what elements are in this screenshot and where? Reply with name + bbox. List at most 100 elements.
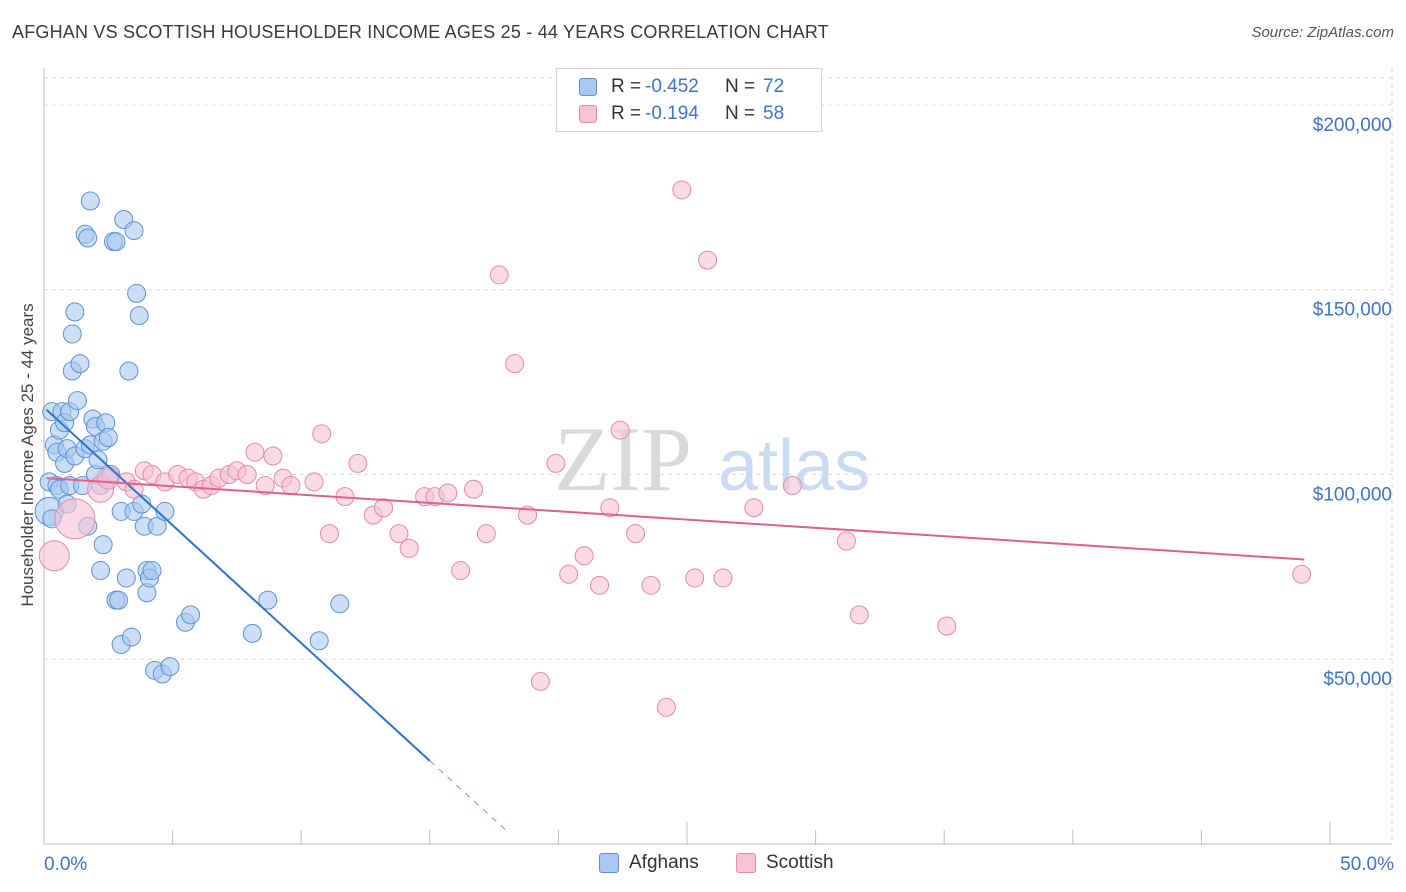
afghans-point	[309, 631, 329, 651]
afghans-point	[88, 450, 108, 470]
chart-title: AFGHAN VS SCOTTISH HOUSEHOLDER INCOME AG…	[12, 22, 829, 42]
scottish-point	[348, 453, 368, 473]
scottish-point	[54, 498, 96, 540]
legend-n-value: 72	[763, 76, 785, 97]
scottish-point	[574, 546, 594, 566]
scottish-trend-line	[46, 477, 1305, 561]
afghans-point	[116, 568, 136, 588]
legend-row-scottish: R = -0.194 N = 58	[579, 101, 784, 127]
scottish-point	[530, 671, 550, 691]
afghans-point	[142, 561, 162, 581]
watermark: ZIP atlas	[554, 408, 870, 510]
afghans-point	[98, 428, 118, 448]
afghans-point	[109, 590, 129, 610]
scottish-point	[713, 568, 733, 588]
scottish-point	[672, 180, 692, 200]
scottish-point	[255, 476, 275, 496]
legend-swatch-scottish	[579, 105, 597, 123]
scottish-point	[237, 464, 257, 484]
afghans-point	[124, 221, 144, 241]
scottish-point	[610, 420, 630, 440]
afghans-point	[70, 354, 90, 374]
afghans-point	[129, 306, 149, 326]
afghans-trend-line	[45, 409, 431, 762]
legend-r-value: -0.194	[645, 103, 699, 124]
scottish-point	[782, 476, 802, 496]
scottish-point	[849, 605, 869, 625]
scottish-point	[304, 472, 324, 492]
series-afghans	[34, 191, 350, 684]
legend-r-label: R =	[611, 76, 642, 97]
scottish-point	[451, 561, 471, 581]
chart-source: Source: ZipAtlas.com	[1251, 24, 1394, 41]
scottish-point	[685, 568, 705, 588]
afghans-point	[65, 302, 85, 322]
scottish-point	[263, 446, 283, 466]
scottish-point	[374, 498, 394, 518]
scottish-point	[590, 575, 610, 595]
scottish-point	[476, 524, 496, 544]
legend-n-label: N =	[725, 103, 756, 124]
y-tick-label: $100,000	[1313, 484, 1392, 505]
correlation-legend: R = -0.452 N = 72 R = -0.194 N = 58	[556, 68, 822, 132]
afghans-point	[330, 594, 350, 614]
afghans-point	[93, 535, 113, 555]
x-tick-label: 50.0%	[1340, 854, 1394, 875]
x-tick-labels: 0.0% 50.0%	[44, 854, 1394, 875]
scottish-point	[656, 697, 676, 717]
scottish-point	[464, 479, 484, 499]
afghans-point	[147, 516, 167, 536]
scottish-point	[559, 564, 579, 584]
afghans-point	[258, 590, 278, 610]
legend-item-scottish[interactable]: Scottish	[736, 852, 834, 874]
afghans-point	[91, 561, 111, 581]
y-axis-title: Householder Income Ages 25 - 44 years	[18, 303, 37, 606]
scottish-point	[698, 250, 718, 270]
afghans-point	[80, 191, 100, 211]
scottish-point	[641, 575, 661, 595]
y-tick-label: $50,000	[1323, 669, 1392, 690]
afghans-point	[155, 501, 175, 521]
scottish-point	[744, 498, 764, 518]
scottish-point	[518, 505, 538, 525]
legend-swatch-afghans	[579, 78, 597, 96]
scottish-point	[312, 424, 332, 444]
x-tick-label: 0.0%	[44, 854, 87, 875]
afghans-point	[119, 361, 139, 381]
scottish-point	[505, 354, 525, 374]
legend-item-afghans[interactable]: Afghans	[599, 852, 699, 874]
legend-r-label: R =	[611, 103, 642, 124]
legend-swatch-scottish	[736, 853, 756, 873]
scottish-point	[438, 483, 458, 503]
afghans-point	[106, 232, 126, 252]
legend-swatch-afghans	[599, 853, 619, 873]
series-legend: Afghans Scottish	[0, 852, 1406, 878]
scottish-point	[546, 453, 566, 473]
afghans-point	[67, 391, 87, 411]
y-tick-label: $200,000	[1313, 115, 1392, 136]
scottish-point	[600, 498, 620, 518]
scottish-point	[281, 476, 301, 496]
scottish-point	[389, 524, 409, 544]
legend-n-value: 58	[763, 103, 785, 124]
afghans-point	[242, 623, 262, 643]
scottish-point	[1292, 564, 1312, 584]
afghans-point	[78, 228, 98, 248]
afghans-point	[160, 657, 180, 677]
scottish-point	[626, 524, 646, 544]
scottish-point	[399, 538, 419, 558]
afghans-point	[121, 627, 141, 647]
afghans-point	[62, 324, 82, 344]
legend-r-value: -0.452	[645, 76, 699, 97]
legend-label-scottish: Scottish	[766, 852, 834, 873]
scottish-point	[245, 442, 265, 462]
afghans-point	[181, 605, 201, 625]
legend-label-afghans: Afghans	[629, 852, 699, 873]
legend-row-afghans: R = -0.452 N = 72	[579, 74, 784, 100]
scottish-point	[38, 540, 70, 572]
y-tick-labels: $50,000 $100,000 $150,000 $200,000	[1313, 115, 1392, 690]
afghans-point	[127, 283, 147, 303]
trend-lines	[45, 409, 1305, 832]
scottish-point	[489, 265, 509, 285]
y-tick-label: $150,000	[1313, 300, 1392, 321]
